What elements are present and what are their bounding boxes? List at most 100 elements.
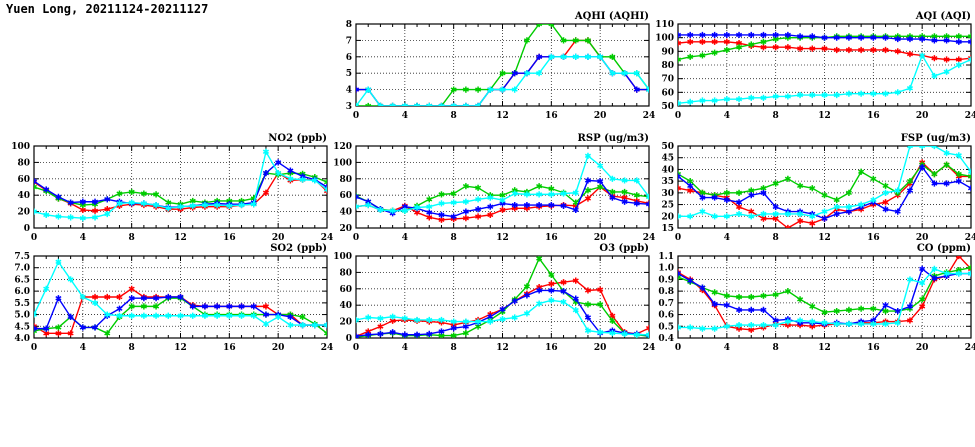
plot-co: 0.4 0.50.6 0.7 0.8 0.91.0 1.1 0 4 8 12 16 20 24	[658, 252, 975, 353]
y-tick-label: 60	[661, 88, 674, 98]
panel-so2: 4.0 4.5 5.0 5.5 6.0 6.5 7.0 7.5 0 4 8 12 16 20 24 SO2 (…	[8, 243, 333, 356]
y-tick-label: 30	[661, 189, 674, 199]
x-tick-label: 8	[129, 233, 135, 243]
plot-aqi: 50 60 70 80 90 100 110 0 4 8 12 16 20 24	[655, 20, 975, 121]
y-tick-label: 50	[661, 102, 674, 112]
x-tick-label: 16	[223, 233, 236, 243]
y-tick-label: 100	[11, 142, 30, 152]
y-tick-label: 0.9	[658, 275, 674, 285]
x-tick-label: 20	[916, 233, 929, 243]
y-tick-label: 40	[339, 208, 352, 218]
y-tick-label: 40	[661, 165, 674, 175]
y-tick-label: 6.0	[14, 287, 30, 297]
panel-no2: 0 20 40 60 80 100 0 4 8 12 16 20 24 NO2 (ppb)	[8, 133, 333, 246]
x-tick-label: 4	[724, 233, 730, 243]
panel-label-o3: O3 (ppb)	[599, 243, 649, 254]
y-tick-label: 0.8	[658, 287, 674, 297]
plot-so2: 4.0 4.55.0 5.5 6.0 6.57.0 7.5 0 4 8 12 16 20 24	[14, 252, 333, 353]
y-tick-label: 25	[661, 201, 674, 211]
panel-label-aqhi: AQHI (AQHI)	[574, 11, 649, 22]
series-group	[678, 256, 971, 333]
series-markers-day4	[356, 53, 649, 106]
series-group	[34, 148, 327, 222]
y-tick-label: 15	[661, 224, 674, 234]
x-tick-label: 0	[31, 343, 37, 353]
y-tick-label: 60	[339, 191, 352, 201]
y-tick-label: 5.5	[14, 299, 30, 309]
y-tick-label: 80	[339, 175, 352, 185]
x-tick-label: 4	[724, 111, 730, 121]
y-tick-label: 8	[346, 20, 352, 30]
x-tick-label: 0	[353, 233, 359, 243]
y-tick-label: 40	[17, 191, 30, 201]
y-tick-label: 60	[17, 175, 30, 185]
x-tick-label: 16	[867, 233, 880, 243]
y-tick-label: 120	[333, 142, 352, 152]
x-tick-label: 20	[272, 233, 285, 243]
series-group	[356, 152, 649, 223]
series-markers-day3	[678, 31, 971, 45]
series-markers-day4	[34, 148, 327, 222]
x-tick-label: 0	[675, 111, 681, 121]
y-tick-label: 5	[346, 69, 352, 79]
series-markers-day1	[678, 38, 971, 63]
series-group	[678, 31, 971, 106]
plot-aqhi: 3 4 5 6 7 8 0 4 8 12 16 20 24	[346, 20, 655, 121]
x-tick-label: 12	[496, 233, 509, 243]
series-group	[678, 146, 971, 228]
y-tick-label: 90	[661, 47, 674, 57]
y-tick-label: 45	[661, 154, 674, 164]
y-tick-label: 1.1	[658, 252, 674, 262]
x-tick-label: 4	[402, 343, 408, 353]
x-tick-label: 4	[80, 233, 86, 243]
x-tick-label: 16	[867, 343, 880, 353]
x-tick-label: 16	[223, 343, 236, 353]
x-tick-label: 16	[545, 111, 558, 121]
plot-no2: 0 20 40 60 80 100 0 4 8 12 16 20 24	[11, 142, 333, 243]
x-tick-label: 12	[496, 343, 509, 353]
x-tick-label: 0	[353, 343, 359, 353]
x-tick-label: 0	[675, 233, 681, 243]
series-markers-day4	[356, 297, 649, 338]
y-tick-label: 4.0	[14, 334, 30, 344]
y-tick-label: 80	[17, 158, 30, 168]
x-tick-label: 8	[451, 111, 457, 121]
y-tick-label: 0.6	[658, 311, 674, 321]
panel-aqhi: 3 4 5 6 7 8 0 4 8 12 16 20 24 AQHI (AQHI)	[330, 11, 655, 124]
y-tick-label: 100	[655, 34, 674, 44]
x-tick-label: 8	[451, 343, 457, 353]
x-tick-label: 24	[965, 343, 975, 353]
y-tick-label: 110	[655, 20, 674, 30]
panel-label-fsp: FSP (ug/m3)	[900, 133, 971, 144]
x-tick-label: 24	[965, 111, 975, 121]
y-tick-label: 100	[333, 252, 352, 262]
y-tick-label: 80	[339, 268, 352, 278]
x-tick-label: 4	[724, 343, 730, 353]
y-tick-label: 0.5	[658, 322, 674, 332]
y-tick-label: 4	[346, 86, 352, 96]
y-tick-label: 40	[339, 301, 352, 311]
y-tick-label: 20	[661, 212, 674, 222]
y-tick-label: 35	[661, 177, 674, 187]
x-tick-label: 20	[272, 343, 285, 353]
series-group	[356, 24, 649, 106]
y-tick-label: 0.4	[658, 334, 674, 344]
y-tick-label: 60	[339, 285, 352, 295]
x-tick-label: 20	[916, 111, 929, 121]
panel-label-aqi: AQI (AQI)	[915, 11, 971, 22]
x-tick-label: 12	[174, 343, 187, 353]
x-tick-label: 16	[867, 111, 880, 121]
x-tick-label: 24	[643, 233, 655, 243]
x-tick-label: 12	[496, 111, 509, 121]
y-tick-label: 80	[661, 61, 674, 71]
x-tick-label: 20	[594, 111, 607, 121]
panel-rsp: 20 40 60 80 100 120 0 4 8 12 16 20 24 RSP (ug/m3)	[330, 133, 655, 246]
page-title: Yuen Long, 20211124-20211127	[6, 2, 209, 16]
series-markers-day4	[678, 265, 971, 332]
x-tick-label: 0	[31, 233, 37, 243]
panel-label-so2: SO2 (ppb)	[270, 243, 327, 254]
y-tick-label: 4.5	[14, 322, 30, 332]
panel-fsp: 15 20 25 30 35 40 45 50 0 4 8 12 16 20 24 FSP (ug/m3)	[652, 133, 975, 246]
x-tick-label: 4	[402, 111, 408, 121]
x-tick-label: 24	[643, 343, 655, 353]
